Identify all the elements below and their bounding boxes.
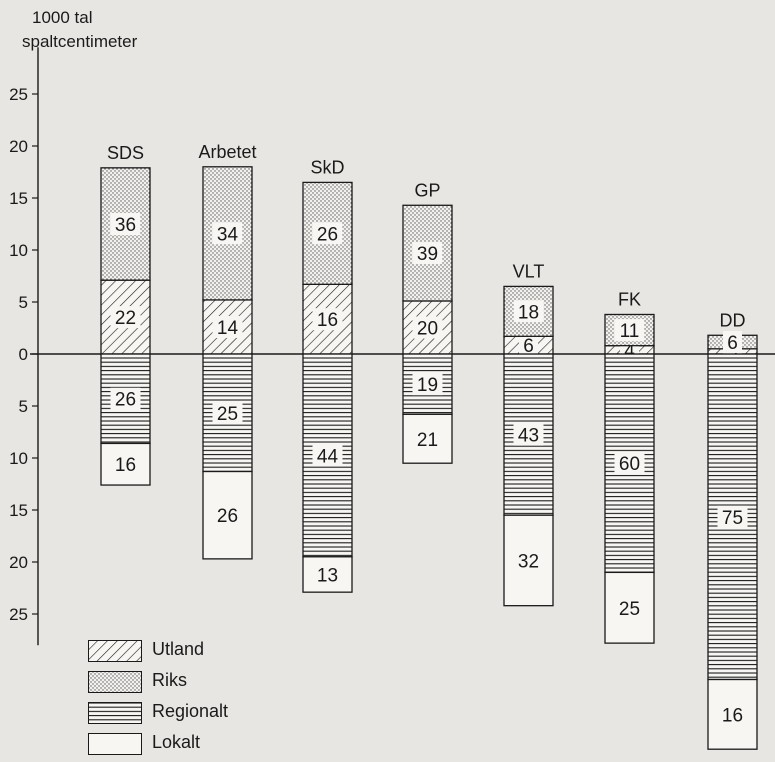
segment-percent-label: 6: [523, 336, 534, 357]
segment-percent-label: 25: [619, 599, 640, 620]
category-label: SDS: [107, 143, 144, 163]
y-tick-label: 10: [9, 241, 28, 260]
category-label: VLT: [513, 261, 545, 281]
bar-segment-riks: [202, 166, 253, 301]
segment-percent-label: 16: [115, 455, 136, 476]
y-tick-label: 10: [9, 449, 28, 468]
y-tick-label: 20: [9, 553, 28, 572]
bar-segment-lokalt: [302, 556, 353, 593]
legend-label-riks: Riks: [152, 670, 187, 690]
segment-percent-label: 26: [115, 390, 136, 411]
category-label: DD: [720, 310, 746, 330]
segment-label-bg: [312, 222, 343, 245]
y-tick-label: 15: [9, 189, 28, 208]
segment-percent-label: 39: [417, 244, 438, 265]
segment-percent-label: 13: [317, 565, 338, 586]
riks-dots-swatch-icon: [88, 671, 142, 693]
segment-percent-label: 20: [417, 318, 438, 339]
segment-percent-label: 26: [217, 506, 238, 527]
segment-label-bg: [723, 331, 742, 354]
segment-label-bg: [513, 300, 544, 323]
segment-label-bg: [717, 505, 748, 528]
segment-percent-label: 60: [619, 454, 640, 475]
segment-label-bg: [519, 334, 538, 357]
utland-hatch-swatch-icon: [88, 640, 142, 662]
regionalt-stripes-swatch-icon: [88, 702, 142, 724]
segment-label-bg: [110, 213, 141, 235]
segment-percent-label: 6: [727, 333, 738, 354]
segment-percent-label: 32: [518, 551, 539, 572]
segment-percent-label: 75: [722, 508, 743, 529]
bar-segment-lokalt: [100, 442, 151, 486]
legend-label-lokalt: Lokalt: [152, 732, 201, 752]
category-label: GP: [414, 180, 440, 200]
category-label: SkD: [310, 157, 344, 177]
segment-label-bg: [312, 444, 343, 467]
y-tick-label: 15: [9, 501, 28, 520]
segment-percent-label: 22: [115, 308, 136, 329]
y-tick-label: 0: [19, 345, 28, 364]
segment-percent-label: 44: [317, 446, 339, 467]
y-tick-label: 20: [9, 137, 28, 156]
segment-label-bg: [412, 373, 443, 396]
segment-percent-label: 43: [518, 426, 539, 447]
segment-label-bg: [212, 401, 243, 424]
category-label: Arbetet: [198, 142, 256, 162]
segment-percent-label: 34: [217, 224, 239, 245]
bar-segment-lokalt: [707, 678, 758, 750]
segment-label-bg: [110, 306, 141, 329]
y-tick-label: 25: [9, 85, 28, 104]
segment-percent-label: 11: [620, 321, 640, 342]
segment-percent-label: 21: [417, 430, 438, 451]
segment-percent-label: 26: [317, 224, 338, 245]
segment-percent-label: 25: [217, 404, 238, 425]
y-axis-title-line-2: spaltcentimeter: [22, 32, 138, 51]
y-tick-label: 25: [9, 605, 28, 624]
lokalt-blank-swatch-icon: [88, 733, 142, 755]
legend-label-regionalt: Regionalt: [152, 701, 229, 721]
bar-segment-lokalt: [604, 571, 655, 644]
segment-percent-label: 4: [624, 341, 635, 362]
segment-percent-label: 19: [417, 375, 438, 396]
y-tick-label: 5: [19, 293, 28, 312]
segment-label-bg: [212, 222, 243, 245]
bar-segment-lokalt: [202, 470, 253, 560]
y-axis-title-line-1: 1000 tal: [32, 8, 93, 27]
segment-label-bg: [312, 308, 343, 331]
segment-label-bg: [513, 423, 544, 446]
segment-percent-label: 14: [217, 318, 239, 339]
bar-segment-lokalt: [402, 413, 453, 464]
segment-label-bg: [614, 452, 645, 475]
segment-percent-label: 18: [518, 302, 539, 323]
legend-label-utland: Utland: [152, 639, 205, 659]
segment-percent-label: 36: [115, 215, 136, 236]
segment-label-bg: [412, 316, 443, 339]
category-label: FK: [618, 289, 641, 309]
segment-percent-label: 16: [317, 310, 338, 331]
segment-label-bg: [614, 319, 645, 342]
segment-label-bg: [412, 242, 443, 265]
y-tick-label: 5: [19, 397, 28, 416]
segment-label-bg: [110, 387, 141, 410]
segment-label-bg: [212, 315, 243, 338]
segment-percent-label: 16: [722, 705, 743, 726]
bar-segment-lokalt: [503, 514, 554, 607]
